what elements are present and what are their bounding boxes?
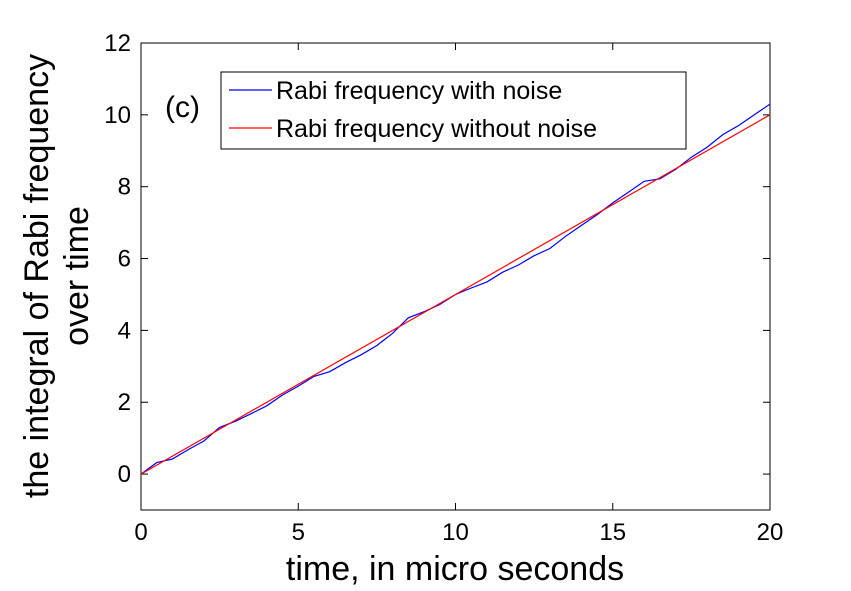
x-tick-label: 20 <box>757 519 784 546</box>
x-tick-label: 0 <box>134 519 147 546</box>
y-axis-label-line-2: over time <box>58 206 96 346</box>
x-axis-label: time, in micro seconds <box>286 550 624 588</box>
y-tick-label: 10 <box>104 102 131 129</box>
legend-label-noise: Rabi frequency with noise <box>276 77 562 105</box>
panel-label: (c) <box>165 91 200 124</box>
y-tick-label: 4 <box>118 317 131 344</box>
x-tick-label: 10 <box>442 519 469 546</box>
legend: Rabi frequency with noise Rabi frequency… <box>220 71 687 150</box>
y-tick-label: 6 <box>118 246 131 273</box>
y-axis-label-line-1: the integral of Rabi frequency <box>18 54 56 498</box>
y-tick-label: 2 <box>118 389 131 416</box>
series-layer <box>140 103 771 475</box>
legend-label-no-noise: Rabi frequency without noise <box>276 115 597 143</box>
x-tick-label: 15 <box>599 519 626 546</box>
x-tick-label: 5 <box>292 519 305 546</box>
y-tick-label: 12 <box>104 30 131 57</box>
y-axis: 0 2 4 6 8 10 12 <box>104 30 770 488</box>
y-tick-label: 0 <box>118 461 131 488</box>
y-tick-label: 8 <box>118 174 131 201</box>
x-axis: 0 5 10 15 20 <box>134 43 783 546</box>
legend-box <box>220 71 687 150</box>
series-line-without-noise <box>140 114 771 475</box>
